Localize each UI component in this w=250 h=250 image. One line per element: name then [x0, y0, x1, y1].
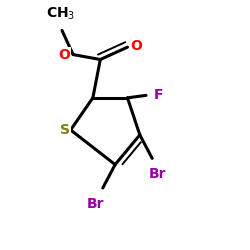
Text: CH$_3$: CH$_3$: [46, 6, 76, 22]
Text: F: F: [154, 88, 163, 102]
Text: Br: Br: [86, 197, 104, 211]
Text: O: O: [59, 48, 70, 62]
Text: Br: Br: [148, 167, 166, 181]
Text: S: S: [60, 123, 70, 137]
Text: O: O: [130, 39, 142, 53]
